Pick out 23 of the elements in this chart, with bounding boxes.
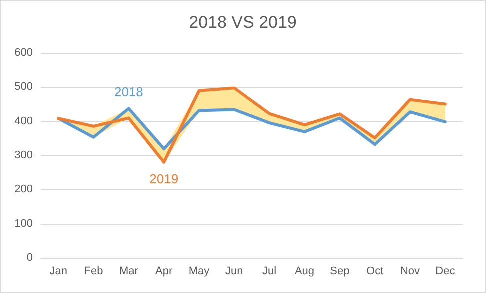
series-label: 2019 [150, 171, 179, 186]
x-tick-label: Sep [330, 266, 350, 278]
x-tick-label: Mar [119, 266, 139, 278]
x-tick-label: Feb [84, 266, 104, 278]
y-tick-label: 200 [14, 184, 33, 196]
line-series [57, 107, 447, 151]
series-label: 2018 [114, 84, 144, 100]
x-tick-label: May [188, 266, 210, 278]
x-tick-label: Dec [436, 266, 456, 278]
chart-title: 2018 VS 2019 [189, 13, 297, 32]
x-tick-label: Aug [294, 266, 315, 278]
x-tick-label: Apr [156, 266, 173, 278]
y-tick-label: 100 [14, 218, 33, 230]
y-tick-label: 300 [14, 150, 33, 162]
x-tick-label: Jul [262, 266, 277, 278]
y-tick-label: 400 [14, 115, 33, 128]
y-tick-label: 600 [14, 47, 33, 59]
y-tick-label: 500 [14, 81, 33, 94]
x-tick-label: Jan [50, 266, 68, 278]
x-tick-label: Nov [400, 266, 421, 278]
x-tick-label: Jun [226, 266, 244, 278]
x-tick-label: Oct [366, 266, 384, 278]
y-tick-label: 0 [26, 252, 33, 264]
